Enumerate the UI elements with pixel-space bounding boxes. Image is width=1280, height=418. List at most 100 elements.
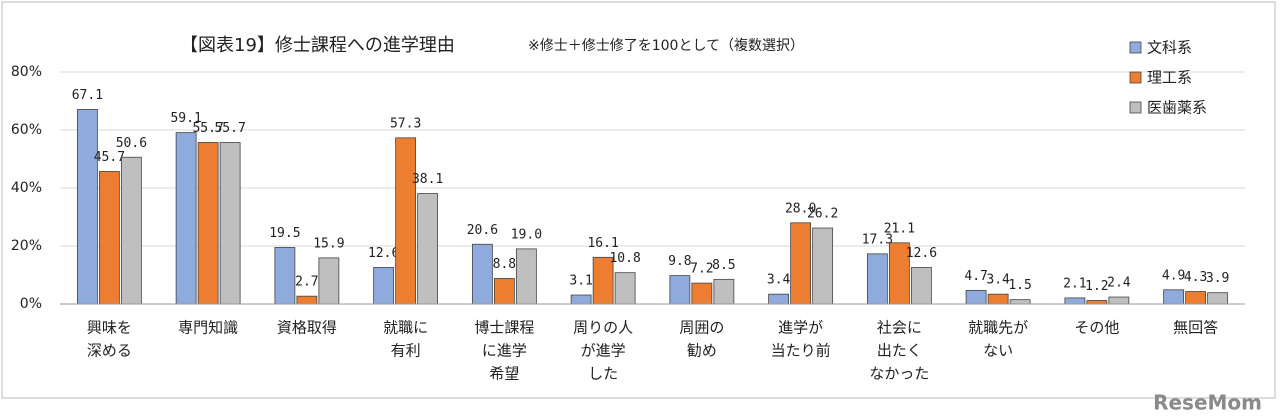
value-label: 3.9 bbox=[1206, 271, 1229, 286]
bar bbox=[515, 248, 537, 305]
x-tick-label: 周囲の bbox=[679, 319, 724, 337]
bar bbox=[1009, 299, 1031, 305]
value-label: 12.6 bbox=[368, 246, 399, 261]
value-label: 17.3 bbox=[862, 232, 893, 247]
x-tick-label: 就職に bbox=[383, 319, 428, 337]
value-label: 20.6 bbox=[467, 223, 498, 238]
x-tick-label: 周りの人 bbox=[573, 319, 633, 337]
x-tick-label: 有利 bbox=[391, 342, 421, 360]
y-tick-label: 40% bbox=[11, 180, 42, 196]
bar bbox=[812, 227, 834, 305]
x-tick-label: した bbox=[588, 365, 618, 383]
y-tick-label: 20% bbox=[11, 238, 42, 254]
bar bbox=[296, 295, 318, 305]
value-label: 19.5 bbox=[269, 226, 300, 241]
watermark: ReseMom bbox=[1153, 391, 1262, 415]
value-label: 45.7 bbox=[94, 150, 125, 165]
value-label: 9.8 bbox=[668, 254, 691, 269]
legend-swatch bbox=[1129, 71, 1142, 84]
x-tick-label: 就職先が bbox=[968, 319, 1028, 337]
value-label: 3.4 bbox=[986, 273, 1010, 288]
bar bbox=[197, 142, 219, 305]
value-label: 3.4 bbox=[767, 273, 791, 288]
bar bbox=[1163, 289, 1185, 305]
value-label: 26.2 bbox=[807, 207, 838, 222]
bar bbox=[395, 137, 417, 305]
value-label: 2.7 bbox=[295, 275, 318, 290]
bar bbox=[768, 293, 790, 305]
value-label: 4.3 bbox=[1184, 270, 1207, 285]
value-label: 15.9 bbox=[313, 236, 344, 251]
x-tick-label: ない bbox=[983, 342, 1013, 360]
x-tick-label: 出たく bbox=[877, 342, 922, 360]
value-label: 7.2 bbox=[690, 262, 713, 277]
value-label: 2.1 bbox=[1063, 276, 1086, 291]
x-tick-label: に進学 bbox=[482, 342, 527, 360]
y-tick-label: 0% bbox=[20, 296, 42, 312]
value-label: 55.7 bbox=[214, 121, 245, 136]
x-tick-label: 専門知識 bbox=[178, 319, 238, 337]
value-label: 2.4 bbox=[1107, 276, 1131, 291]
bar bbox=[1207, 292, 1229, 305]
value-label: 38.1 bbox=[412, 172, 443, 187]
value-label: 50.6 bbox=[116, 136, 147, 151]
bar bbox=[120, 156, 142, 305]
x-tick-label: 深める bbox=[87, 342, 132, 360]
value-label: 3.1 bbox=[569, 274, 592, 289]
bar bbox=[493, 278, 515, 305]
value-label: 1.2 bbox=[1085, 279, 1108, 294]
value-label: 12.6 bbox=[906, 246, 937, 261]
value-label: 28.0 bbox=[785, 201, 816, 216]
bar bbox=[614, 272, 636, 305]
value-label: 1.5 bbox=[1008, 278, 1031, 293]
bar bbox=[910, 267, 932, 305]
x-tick-label: が進学 bbox=[581, 342, 626, 360]
bar bbox=[987, 293, 1009, 305]
value-label: 10.8 bbox=[609, 251, 640, 266]
legend-swatch bbox=[1129, 101, 1142, 114]
value-label: 4.7 bbox=[964, 269, 987, 284]
value-label: 21.1 bbox=[884, 221, 915, 236]
bar bbox=[1086, 300, 1108, 305]
bar bbox=[669, 275, 691, 305]
x-tick-label: 資格取得 bbox=[277, 319, 337, 337]
bar bbox=[274, 247, 296, 305]
legend-label: 医歯薬系 bbox=[1147, 99, 1207, 117]
bar bbox=[98, 171, 120, 305]
x-tick-label: 進学が bbox=[778, 319, 823, 337]
x-tick-label: 希望 bbox=[489, 365, 519, 383]
value-label: 19.0 bbox=[511, 227, 542, 242]
x-tick-label: その他 bbox=[1074, 319, 1119, 337]
x-tick-label: 無回答 bbox=[1173, 319, 1218, 337]
bar bbox=[790, 222, 812, 305]
bar bbox=[417, 193, 439, 305]
bar bbox=[373, 267, 395, 305]
bar bbox=[175, 132, 197, 305]
value-label: 16.1 bbox=[587, 236, 618, 251]
legend-label: 文科系 bbox=[1147, 39, 1192, 57]
y-tick-label: 60% bbox=[11, 122, 42, 138]
bar bbox=[570, 294, 592, 305]
value-label: 8.5 bbox=[712, 258, 735, 273]
bar bbox=[866, 253, 888, 305]
legend-swatch bbox=[1129, 41, 1142, 54]
bar bbox=[1185, 291, 1207, 305]
legend-label: 理工系 bbox=[1147, 69, 1192, 87]
chart-title: 【図表19】修士課程への進学理由 bbox=[180, 35, 455, 56]
x-tick-label: 博士課程 bbox=[474, 319, 534, 337]
bar bbox=[471, 243, 493, 305]
bar bbox=[1064, 297, 1086, 305]
value-label: 57.3 bbox=[390, 116, 421, 131]
value-label: 8.8 bbox=[493, 257, 516, 272]
value-label: 55.7 bbox=[192, 121, 223, 136]
bar bbox=[1108, 296, 1130, 305]
x-tick-label: 社会に bbox=[877, 319, 922, 337]
bar bbox=[219, 142, 241, 305]
x-tick-label: 勧め bbox=[687, 342, 717, 360]
value-label: 67.1 bbox=[72, 88, 103, 103]
bar bbox=[713, 278, 735, 305]
bar bbox=[76, 109, 98, 305]
bar bbox=[691, 282, 713, 305]
x-tick-label: 当たり前 bbox=[771, 342, 831, 360]
